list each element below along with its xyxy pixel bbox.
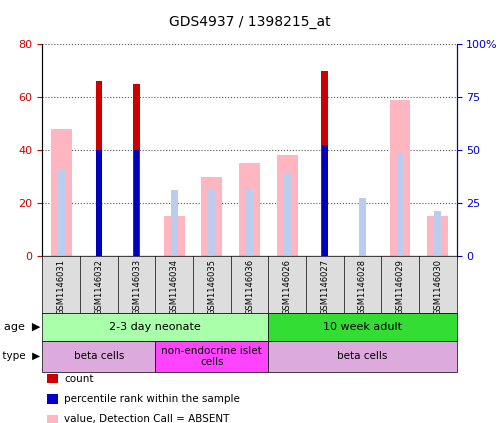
Bar <box>322 145 327 256</box>
Bar <box>321 71 328 256</box>
Bar <box>134 150 139 256</box>
Text: GSM1146027: GSM1146027 <box>320 259 329 315</box>
Bar <box>96 150 102 256</box>
Text: GSM1146033: GSM1146033 <box>132 259 141 315</box>
Bar <box>164 216 185 256</box>
Bar <box>428 216 448 256</box>
Bar <box>202 177 222 256</box>
Text: value, Detection Call = ABSENT: value, Detection Call = ABSENT <box>64 414 230 423</box>
Text: 10 week adult: 10 week adult <box>323 322 402 332</box>
Text: GSM1146032: GSM1146032 <box>94 259 103 315</box>
Text: GSM1146036: GSM1146036 <box>245 259 254 315</box>
Bar <box>209 190 215 256</box>
Text: GSM1146034: GSM1146034 <box>170 259 179 315</box>
Text: percentile rank within the sample: percentile rank within the sample <box>64 394 240 404</box>
Text: GSM1146029: GSM1146029 <box>396 259 405 315</box>
Text: GSM1146028: GSM1146028 <box>358 259 367 315</box>
Text: GSM1146031: GSM1146031 <box>57 259 66 315</box>
Bar <box>171 190 178 256</box>
Text: 2-3 day neonate: 2-3 day neonate <box>109 322 201 332</box>
Text: beta cells: beta cells <box>337 352 388 361</box>
Text: GSM1146030: GSM1146030 <box>433 259 442 315</box>
Text: GSM1146035: GSM1146035 <box>208 259 217 315</box>
Bar <box>133 84 140 256</box>
Text: count: count <box>64 374 94 384</box>
Text: age  ▶: age ▶ <box>3 322 40 332</box>
Bar <box>359 198 366 256</box>
Text: cell type  ▶: cell type ▶ <box>0 352 40 361</box>
Bar <box>397 153 404 256</box>
Bar <box>58 169 65 256</box>
Bar <box>51 129 71 256</box>
Text: beta cells: beta cells <box>74 352 124 361</box>
Bar <box>434 211 441 256</box>
Bar <box>246 190 253 256</box>
Text: GDS4937 / 1398215_at: GDS4937 / 1398215_at <box>169 15 330 29</box>
Bar <box>284 174 290 256</box>
Bar <box>277 156 297 256</box>
Bar <box>390 100 411 256</box>
Bar <box>239 163 260 256</box>
Text: non-endocrine islet
cells: non-endocrine islet cells <box>162 346 262 367</box>
Bar <box>95 81 102 256</box>
Text: GSM1146026: GSM1146026 <box>282 259 291 315</box>
